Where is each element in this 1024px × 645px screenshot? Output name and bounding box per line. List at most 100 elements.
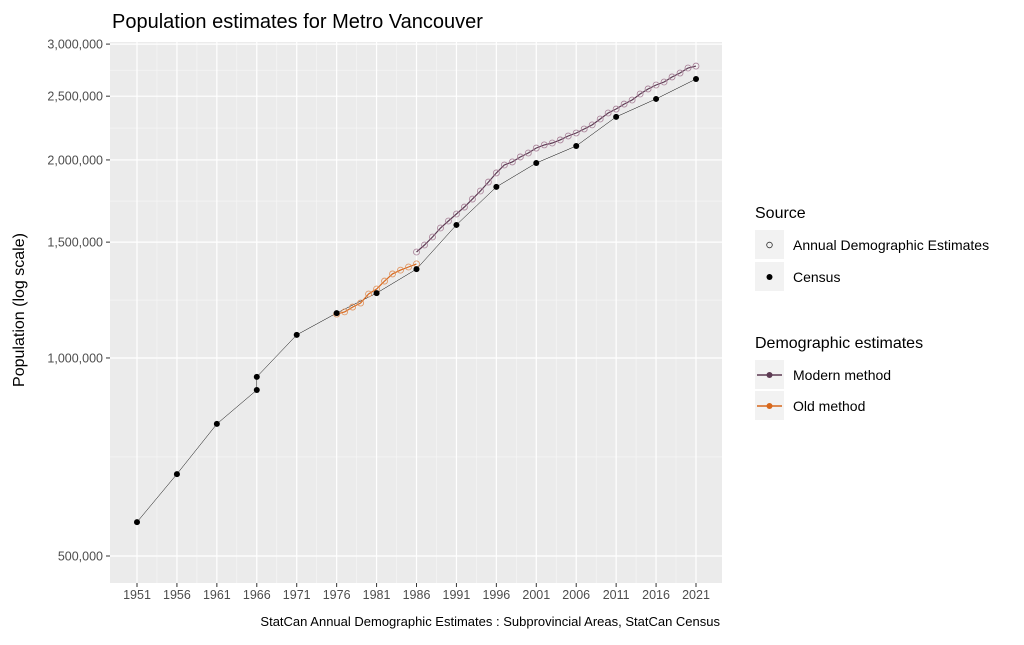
modern-estimate-point	[508, 158, 516, 166]
modern-estimate-point	[692, 62, 700, 70]
modern-estimate-point	[548, 139, 556, 147]
x-tick-label: 2016	[642, 588, 670, 602]
x-tick-label: 1961	[203, 588, 231, 602]
x-tick-label: 2011	[603, 588, 630, 602]
modern-estimate-point	[500, 161, 508, 169]
old-estimate-point	[405, 263, 412, 271]
x-tick-label: 1986	[403, 588, 431, 602]
y-tick-label: 2,500,000	[47, 90, 103, 104]
legend-label: Old method	[793, 398, 865, 414]
modern-estimate-point	[476, 187, 484, 195]
census-point	[493, 183, 500, 190]
modern-estimate-point	[644, 85, 652, 93]
old-estimate-point	[397, 266, 404, 274]
y-tick-label: 1,500,000	[47, 236, 103, 250]
census-point	[173, 471, 180, 478]
census-point	[333, 310, 340, 317]
x-tick-label: 1991	[443, 588, 471, 602]
x-tick-label: 1996	[482, 588, 510, 602]
modern-estimate-point	[445, 217, 452, 225]
old-estimate-point	[365, 290, 372, 298]
modern-estimate-point	[516, 153, 524, 161]
chart-title: Population estimates for Metro Vancouver	[112, 11, 483, 33]
modern-estimate-point	[596, 115, 604, 123]
census-point	[573, 142, 580, 149]
old-estimate-point	[389, 270, 396, 278]
census-point	[253, 373, 260, 380]
modern-estimate-point	[572, 129, 580, 137]
modern-estimate-point	[684, 64, 692, 72]
old-estimate-point	[381, 277, 388, 285]
x-tick-label: 1971	[283, 588, 311, 602]
census-point	[413, 266, 420, 273]
chart-caption: StatCan Annual Demographic Estimates : S…	[260, 614, 720, 629]
x-tick-label: 2001	[522, 588, 550, 602]
modern-estimate-point	[468, 195, 476, 203]
modern-estimate-point	[492, 169, 500, 177]
x-tick-label: 2006	[562, 588, 590, 602]
modern-estimate-point	[628, 96, 636, 104]
legend-key-open-circle	[766, 241, 773, 249]
census-point	[693, 75, 699, 82]
modern-estimate-point	[556, 136, 564, 144]
x-tick-label: 1981	[363, 588, 391, 602]
old-estimate-point	[341, 308, 349, 316]
census-point	[453, 221, 460, 228]
legend-key-filled-circle	[766, 274, 773, 280]
modern-estimate-point	[668, 73, 676, 81]
modern-estimate-point	[421, 241, 428, 249]
modern-estimate-point	[612, 105, 620, 113]
legend-label: Annual Demographic Estimates	[793, 237, 989, 253]
old-estimate-point	[357, 299, 365, 307]
x-tick-label: 1966	[243, 588, 271, 602]
census-point	[293, 331, 300, 338]
modern-estimate-point	[604, 109, 612, 117]
census-point	[134, 519, 140, 526]
modern-estimate-point	[660, 78, 668, 86]
old-estimate-point	[349, 303, 357, 311]
x-tick-label: 1956	[163, 588, 191, 602]
modern-estimate-point	[461, 203, 468, 211]
modern-estimate-point	[484, 178, 492, 186]
legend-title-source: Source	[755, 205, 806, 222]
modern-estimate-point	[676, 69, 684, 77]
legend-key-old-point	[766, 403, 773, 409]
legend-title-method: Demographic estimates	[755, 335, 923, 352]
census-point	[373, 290, 380, 297]
modern-estimate-point	[636, 90, 644, 98]
modern-estimate-point	[652, 81, 660, 89]
legend-key-modern-point	[766, 372, 773, 378]
modern-estimate-point	[540, 141, 548, 149]
y-axis-label: Population (log scale)	[11, 233, 28, 387]
legend-key-bg	[755, 230, 784, 259]
census-point	[533, 159, 540, 166]
modern-estimate-point	[437, 224, 444, 232]
modern-estimate-point	[588, 121, 596, 129]
x-tick-label: 1951	[123, 588, 151, 602]
modern-estimate-point	[413, 248, 420, 256]
modern-estimate-point	[620, 100, 628, 108]
legend: Source Annual Demographic Estimates Cens…	[755, 205, 989, 420]
modern-estimate-point	[580, 125, 588, 133]
y-tick-label: 1,000,000	[47, 351, 103, 365]
modern-estimate-point	[429, 233, 436, 241]
modern-estimate-point	[453, 210, 460, 218]
modern-estimate-point	[532, 144, 540, 152]
legend-label: Census	[793, 269, 840, 285]
census-point	[213, 420, 220, 427]
x-tick-label: 2021	[682, 588, 710, 602]
census-point	[653, 95, 660, 102]
y-tick-label: 3,000,000	[47, 38, 103, 52]
modern-method-line	[416, 65, 697, 253]
modern-estimate-point	[564, 132, 572, 140]
census-point	[613, 113, 620, 120]
census-line	[136, 78, 697, 523]
legend-label: Modern method	[793, 367, 891, 383]
modern-estimate-point	[524, 149, 532, 157]
y-tick-label: 500,000	[58, 550, 103, 564]
x-tick-label: 1976	[323, 588, 351, 602]
census-point	[253, 386, 260, 393]
y-tick-label: 2,000,000	[47, 153, 103, 167]
